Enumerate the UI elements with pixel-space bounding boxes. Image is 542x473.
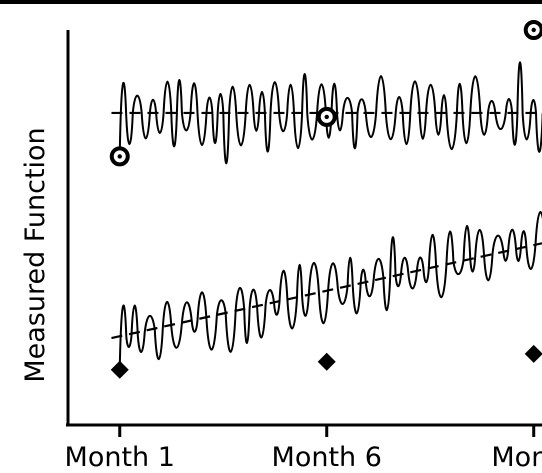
signal-series-2	[118, 211, 542, 370]
diamond-marker-3	[524, 344, 542, 363]
signal-lines	[118, 61, 542, 370]
x-tick-label-3: Month	[491, 442, 542, 473]
signal-series-1	[118, 61, 542, 165]
trend-line-2	[111, 242, 542, 340]
x-tick-label-1: Month 1	[65, 442, 175, 473]
top-border	[0, 0, 542, 4]
circle-marker-dot-3	[531, 27, 536, 33]
circle-marker-dot-2	[324, 114, 329, 120]
diamond-marker-1	[110, 360, 129, 379]
diamond-marker-2	[317, 352, 336, 371]
y-axis-label: Measured Function	[20, 127, 51, 382]
x-tick-label-2: Month 6	[272, 442, 382, 473]
x-ticks: Month 1 Month 6 Month	[65, 425, 542, 473]
circle-marker-dot-1	[117, 154, 122, 159]
markers	[109, 20, 542, 379]
